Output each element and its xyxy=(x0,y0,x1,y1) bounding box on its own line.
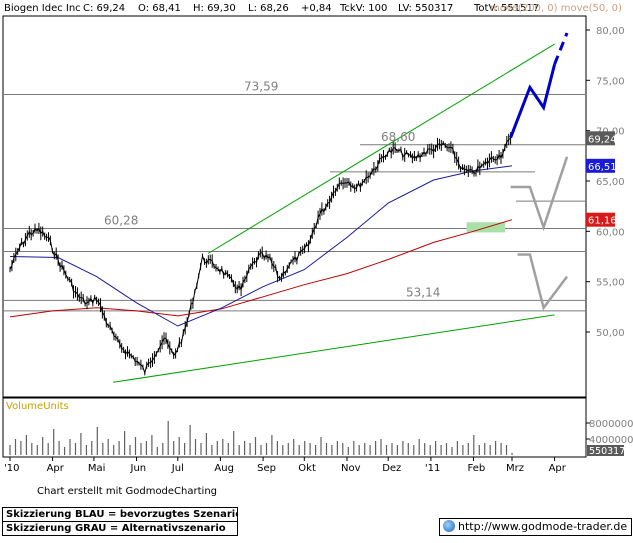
header-high: H: 69,30 xyxy=(193,3,236,14)
month-label: Dez xyxy=(382,463,401,474)
month-label: Sep xyxy=(257,463,276,474)
month-label: Jul xyxy=(171,463,184,474)
volume-title: VolumeUnits xyxy=(6,401,69,412)
month-label: Apr xyxy=(549,463,567,474)
price-layer xyxy=(9,132,512,376)
volume-axis-ticks: 8000000 4000000 xyxy=(586,419,633,446)
month-axis: '10 Apr Mai Jun Jul Aug Sep Okt Nov Dez '11 Feb Mrz A… xyxy=(4,457,567,474)
chart-credit: Chart erstellt mit GodmodeCharting xyxy=(37,486,217,497)
scenario-layer xyxy=(509,32,569,311)
price-badge-label: 61,16 xyxy=(588,216,617,227)
month-label: Aug xyxy=(214,463,234,474)
trend-channel xyxy=(113,43,555,383)
month-label: Jun xyxy=(130,463,147,474)
level-labels: 73,59 68,60 60,28 53,14 xyxy=(104,80,440,300)
volume-panel-frame xyxy=(2,397,587,458)
header-total-volume: TotV: 551517 xyxy=(473,3,539,14)
header-low: L: 68,26 xyxy=(248,3,289,14)
header-ma-labels: move(200, 0) move(50, 0) xyxy=(490,3,622,14)
header-tick-volume: TckV: 100 xyxy=(339,3,387,14)
header-symbol: Biogen Idec Inc xyxy=(4,3,81,14)
price-badge-bg xyxy=(586,158,615,173)
globe-icon xyxy=(443,520,455,532)
price-tick-label: 75,00 xyxy=(596,76,625,87)
price-badge-label: 66,51 xyxy=(588,162,617,173)
website-link[interactable]: http://www.godmode-trader.de xyxy=(439,518,632,536)
price-badge-bg xyxy=(586,131,615,146)
header-open: O: 68,41 xyxy=(138,3,181,14)
month-label: Mrz xyxy=(506,463,524,474)
volume-badge: 550317 xyxy=(589,446,625,457)
ma200-layer xyxy=(9,219,513,318)
header-close: C: 69,24 xyxy=(83,3,125,14)
header-change: +0,84 xyxy=(301,3,332,14)
blue-scenario-solid xyxy=(509,63,557,139)
trend-line-lower xyxy=(113,314,555,383)
grey-scenario-upper xyxy=(510,156,569,232)
grey-scenario-lower xyxy=(517,253,568,311)
ma50-layer xyxy=(9,165,513,327)
month-label: Feb xyxy=(468,463,486,474)
month-label: '11 xyxy=(425,463,440,474)
price-panel-frame xyxy=(2,15,587,398)
ma50-line xyxy=(9,165,513,327)
price-badge-label: 69,24 xyxy=(588,134,617,145)
volume-bars xyxy=(9,421,513,455)
website-url: http://www.godmode-trader.de xyxy=(458,520,628,533)
month-label: Mai xyxy=(88,463,106,474)
volume-badge-bg xyxy=(587,445,624,456)
legend-grey-scenario: Skizzierung GRAU = Alternativszenario xyxy=(2,521,238,536)
level-label: 60,28 xyxy=(104,214,138,228)
volume-tick-label: 8000000 xyxy=(589,419,633,430)
ma200-line xyxy=(9,219,513,318)
month-label: Apr xyxy=(47,463,65,474)
level-label: 68,60 xyxy=(381,130,415,144)
month-label: '10 xyxy=(4,463,19,474)
level-label: 73,59 xyxy=(244,80,278,94)
price-tick-label: 65,00 xyxy=(596,177,625,188)
level-label: 53,14 xyxy=(406,285,440,299)
month-label: Nov xyxy=(341,463,361,474)
trend-line-upper xyxy=(207,43,555,254)
month-label: Okt xyxy=(298,463,316,474)
volume-tick-label: 4000000 xyxy=(589,435,633,446)
price-tick-label: 50,00 xyxy=(596,328,625,339)
price-tick-label: 80,00 xyxy=(596,26,625,37)
header-last-volume: LV: 550317 xyxy=(398,3,453,14)
price-badges: 69,24 66,51 61,16 xyxy=(586,131,617,227)
price-tick-label: 55,00 xyxy=(596,278,625,289)
price-tick-label: 60,00 xyxy=(596,227,625,238)
legend-blue-scenario: Skizzierung BLAU = bevorzugtes Szenario xyxy=(2,507,238,522)
blue-scenario-dashed xyxy=(553,32,569,65)
price-badge-bg xyxy=(586,212,615,227)
